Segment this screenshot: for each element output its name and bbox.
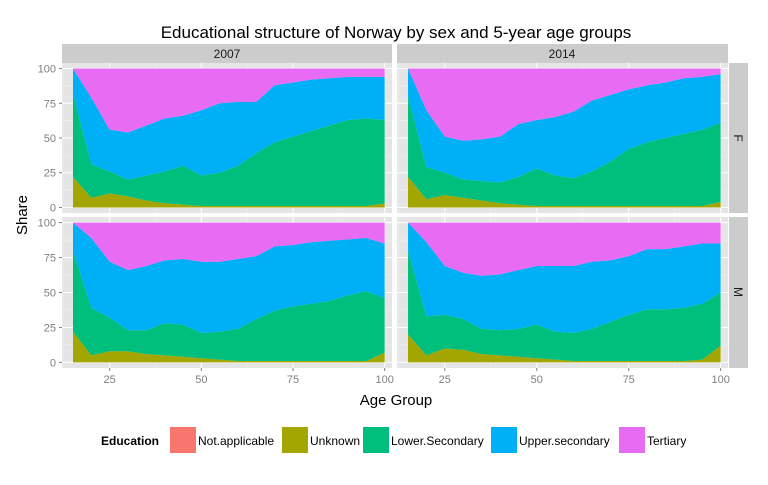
- area-lower-secondary-2014-f: [408, 96, 721, 207]
- area-lower-secondary-2007-f: [73, 93, 385, 207]
- chart-title: Educational structure of Norway by sex a…: [161, 23, 632, 42]
- y-tick-label: 75: [44, 98, 56, 110]
- x-tick-label: 75: [287, 374, 299, 386]
- y-tick-label: 0: [50, 202, 56, 214]
- strip-column-2: [397, 44, 728, 63]
- x-tick-label: 25: [439, 374, 451, 386]
- x-tick-label: 50: [195, 374, 207, 386]
- legend-key-upper-secondary: [491, 427, 517, 453]
- area-tertiary-2007-m: [73, 222, 385, 271]
- x-tick-label: 75: [623, 374, 635, 386]
- area-unknown-2007-m: [73, 331, 385, 363]
- legend-label-lower-secondary: Lower.Secondary: [391, 434, 484, 448]
- panel-2007-m: [62, 217, 392, 368]
- area-upper-secondary-2007-m: [73, 222, 385, 334]
- y-tick-label: 25: [44, 168, 56, 180]
- strip-row-2: [729, 217, 748, 368]
- legend-key-tertiary: [619, 427, 645, 453]
- strip-label-m: M: [731, 287, 745, 297]
- area-tertiary-2014-m: [408, 222, 721, 276]
- x-tick-label: 100: [375, 374, 393, 386]
- panel-2007-f: [62, 63, 392, 213]
- area-tertiary-2014-f: [408, 68, 721, 141]
- area-lower-secondary-2014-m: [408, 250, 721, 362]
- x-tick-label: 100: [711, 374, 729, 386]
- y-tick-label: 100: [38, 218, 56, 230]
- y-tick-label: 50: [44, 133, 56, 145]
- legend-label-not-applicable: Not.applicable: [198, 434, 274, 448]
- legend-key-unknown: [282, 427, 308, 453]
- legend-label-unknown: Unknown: [310, 434, 360, 448]
- x-tick-labels-right: 25 50 75 100: [439, 368, 730, 386]
- y-tick-label: 25: [44, 322, 56, 334]
- y-tick-labels-bottom: 0 25 50 75 100: [38, 218, 62, 369]
- area-tertiary-2007-f: [73, 68, 385, 133]
- area-unknown-2014-f: [408, 176, 721, 208]
- legend-key-not-applicable: [170, 427, 196, 453]
- y-tick-label: 75: [44, 253, 56, 265]
- strip-label-2014: 2014: [549, 47, 576, 61]
- y-tick-label: 0: [50, 357, 56, 369]
- area-upper-secondary-2014-f: [408, 68, 721, 183]
- y-axis-title: Share: [14, 195, 31, 235]
- strip-label-f: F: [731, 134, 745, 141]
- x-tick-labels-left: 25 50 75 100: [104, 368, 394, 386]
- legend-title: Education: [101, 434, 159, 448]
- panel-2014-f: [397, 63, 728, 213]
- y-tick-label: 50: [44, 288, 56, 300]
- x-tick-label: 25: [104, 374, 116, 386]
- y-tick-label: 100: [38, 64, 56, 76]
- y-tick-labels-top: 0 25 50 75 100: [38, 64, 62, 214]
- area-unknown-2007-f: [73, 176, 385, 208]
- area-upper-secondary-2014-m: [408, 222, 721, 334]
- strip-column-1: [62, 44, 392, 63]
- area-lower-secondary-2007-m: [73, 250, 385, 362]
- strip-row-1: [729, 63, 748, 213]
- legend-label-upper-secondary: Upper.secondary: [519, 434, 610, 448]
- strip-label-2007: 2007: [214, 47, 241, 61]
- area-unknown-2014-m: [408, 334, 721, 363]
- legend: Education Not.applicable Unknown Lower.Sec…: [101, 427, 686, 453]
- area-upper-secondary-2007-f: [73, 68, 385, 180]
- legend-label-tertiary: Tertiary: [647, 434, 686, 448]
- panel-2014-m: [397, 217, 728, 368]
- x-tick-label: 50: [531, 374, 543, 386]
- legend-key-lower-secondary: [363, 427, 389, 453]
- x-axis-title: Age Group: [360, 392, 433, 409]
